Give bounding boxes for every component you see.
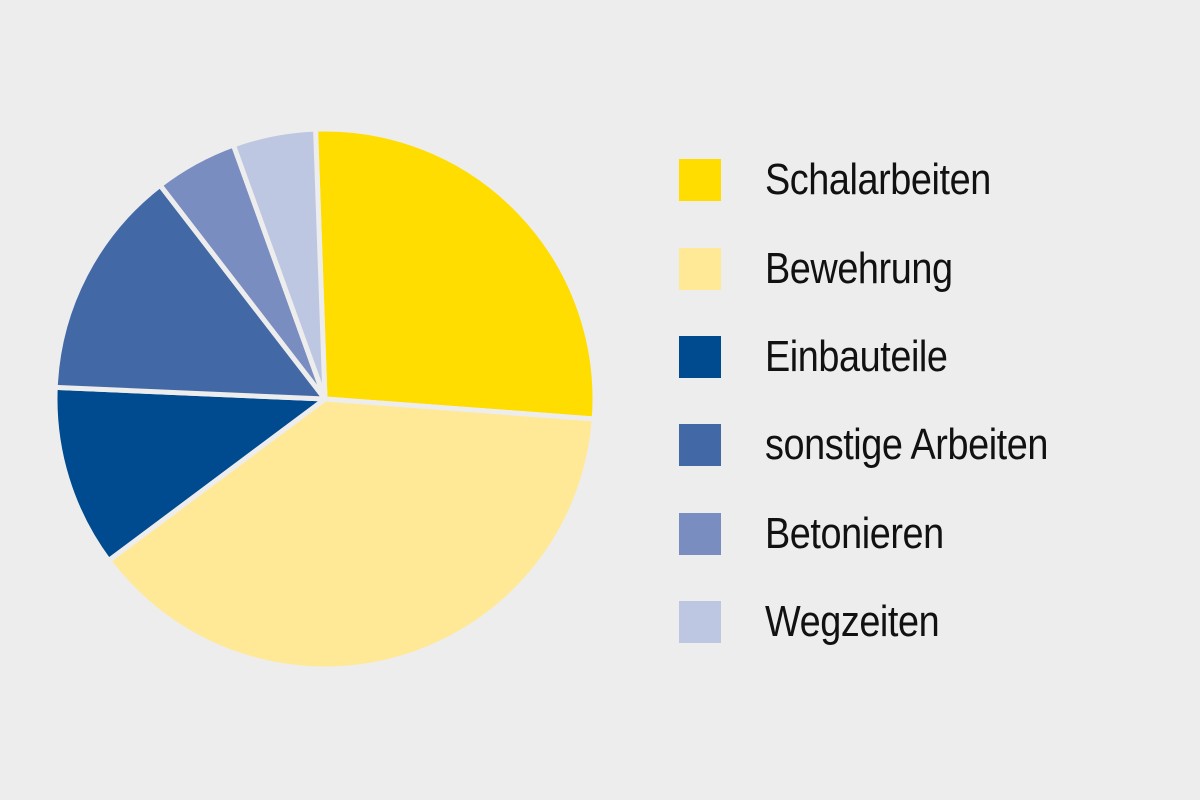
legend-swatch-bewehrung <box>679 247 721 290</box>
legend-item-einbauteile: Einbauteile <box>679 313 1094 401</box>
pie-slice-bewehrung <box>106 396 597 672</box>
pie-slice-wegzeiten <box>230 126 328 402</box>
pie-slice-sonstige-arbeiten <box>52 182 328 402</box>
legend-swatch-schalarbeiten <box>679 159 721 202</box>
legend-label-schalarbeiten: Schalarbeiten <box>765 155 991 205</box>
legend-swatch-wegzeiten <box>679 601 721 644</box>
legend-swatch-betonieren <box>679 512 721 555</box>
legend-label-betonieren: Betonieren <box>765 508 944 558</box>
legend-label-sonstige-arbeiten: sonstige Arbeiten <box>765 420 1048 470</box>
chart-legend: Schalarbeiten Bewehrung Einbauteile sons… <box>679 136 1094 666</box>
legend-label-wegzeiten: Wegzeiten <box>765 597 940 647</box>
legend-swatch-sonstige-arbeiten <box>679 424 721 467</box>
legend-item-schalarbeiten: Schalarbeiten <box>679 136 1094 224</box>
legend-label-einbauteile: Einbauteile <box>765 331 948 381</box>
legend-item-sonstige-arbeiten: sonstige Arbeiten <box>679 401 1094 489</box>
legend-swatch-einbauteile <box>679 335 721 378</box>
legend-item-betonieren: Betonieren <box>679 490 1094 578</box>
legend-label-bewehrung: Bewehrung <box>765 243 953 293</box>
pie-slice-einbauteile <box>52 384 328 564</box>
legend-item-bewehrung: Bewehrung <box>679 224 1094 312</box>
pie-slice-schalarbeiten <box>313 126 598 422</box>
legend-item-wegzeiten: Wegzeiten <box>679 578 1094 666</box>
